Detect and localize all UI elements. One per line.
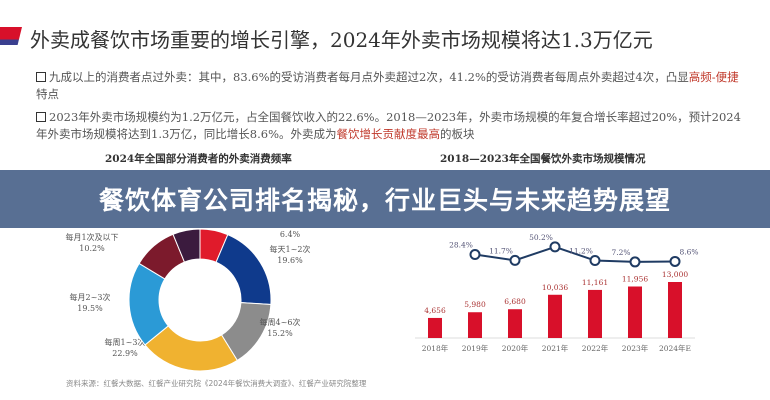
line-point [469, 249, 481, 261]
bullet-text: 特点 [36, 87, 59, 101]
line-value-label: 50.2% [529, 233, 553, 242]
pie-label: 每天1~2次 [270, 244, 311, 254]
pie-value: 19.5% [77, 304, 103, 313]
bar [428, 317, 442, 338]
bullet-text: 的板块 [440, 127, 475, 141]
bar-value-label: 11,161 [582, 278, 608, 287]
bar-value-label: 13,000 [662, 270, 688, 279]
bullet-text: 2023年外卖市场规模约为1.2万亿元，占全国餐饮收入的22.6%。2018—2… [36, 110, 741, 141]
bar [468, 312, 482, 338]
bar [548, 294, 562, 338]
line-value-label: 11.2% [569, 247, 593, 256]
bar-value-label: 10,036 [542, 283, 568, 292]
headline-text: 餐饮体育公司排名揭秘，行业巨头与未来趋势展望 [98, 186, 671, 215]
pie-slice [215, 234, 272, 305]
x-tick-label: 2020年 [502, 343, 529, 353]
headline-banner: 餐饮体育公司排名揭秘，行业巨头与未来趋势展望 [0, 170, 770, 228]
pie-value: 6.4% [280, 230, 301, 239]
slide-title: 外卖成餐饮市场重要的增长引擎，2024年外卖市场规模将达1.3万亿元 [30, 28, 653, 52]
x-tick-label: 2019年 [462, 343, 489, 353]
line-value-label: 11.7% [489, 246, 513, 255]
pie-value: 10.2% [79, 244, 105, 253]
bar-value-label: 11,956 [622, 274, 648, 283]
pie-value: 22.9% [112, 349, 138, 358]
pie-value: 15.2% [267, 329, 293, 338]
line-value-label: 7.2% [611, 248, 630, 257]
line-value-label: 28.4% [449, 241, 473, 250]
pie-label: 每周1~3次 [105, 337, 146, 347]
x-tick-label: 2024年E [659, 343, 691, 353]
line-point [509, 254, 521, 266]
line-value-label: 8.6% [679, 247, 698, 256]
bar-chart-title: 2018—2023年全国餐饮外卖市场规模情况 [440, 153, 646, 165]
bullet-square-icon [36, 112, 46, 122]
pie-label: 每月2~3次 [70, 292, 111, 302]
line-point [629, 256, 641, 268]
line-point [589, 255, 601, 267]
bullet-text: 九成以上的消费者点过外卖：其中，83.6%的受访消费者每月点外卖超过2次，41.… [49, 70, 689, 84]
brand-logo [0, 27, 22, 45]
pie-label: 每月1次及以下 [65, 232, 118, 242]
pie-chart-title: 2024年全国部分消费者的外卖消费频率 [105, 153, 292, 165]
x-tick-label: 2023年 [622, 343, 649, 353]
bar [508, 309, 522, 338]
bar [588, 289, 602, 338]
line-point [669, 255, 681, 267]
growth-line [474, 245, 676, 263]
bullet-square-icon [36, 72, 46, 82]
pie-label: 每周4~6次 [260, 317, 301, 327]
x-tick-label: 2018年 [422, 343, 449, 353]
pie-value: 19.6% [277, 256, 303, 265]
bar-value-label: 4,656 [424, 306, 446, 315]
bar-value-label: 6,680 [504, 297, 526, 306]
x-tick-label: 2022年 [582, 343, 609, 353]
bullet-1: 九成以上的消费者点过外卖：其中，83.6%的受访消费者每月点外卖超过2次，41.… [36, 69, 746, 103]
x-tick-label: 2021年 [542, 343, 569, 353]
highlight-text: 餐饮增长贡献度最高 [336, 127, 441, 141]
bar [628, 286, 642, 338]
source-note: 资料来源：红餐大数据、红餐产业研究院《2024年餐饮消费大调查》、红餐产业研究院… [66, 379, 367, 388]
bar-value-label: 5,980 [464, 300, 486, 309]
bar [668, 282, 682, 338]
line-point [549, 241, 561, 253]
pie-slice [172, 228, 201, 263]
bullet-2: 2023年外卖市场规模约为1.2万亿元，占全国餐饮收入的22.6%。2018—2… [36, 109, 746, 143]
highlight-text: 高频-便捷 [688, 70, 739, 84]
